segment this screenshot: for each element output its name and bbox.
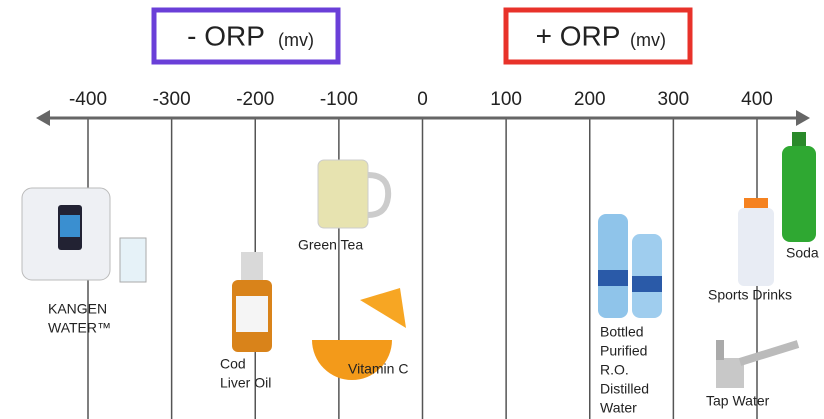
item-label: Water xyxy=(600,400,637,416)
tick-label: 100 xyxy=(490,89,522,110)
item-label: Distilled xyxy=(600,381,649,397)
cod-liver-oil-bottle xyxy=(232,252,272,352)
tick-label: -300 xyxy=(153,89,191,110)
kangen-machine xyxy=(22,188,146,282)
item-label: Green Tea xyxy=(298,237,363,253)
soda-bottle xyxy=(782,132,816,242)
green-tea-mug xyxy=(318,160,388,228)
tick-label: 300 xyxy=(658,89,690,110)
item-label: Soda xyxy=(786,245,819,261)
negative-title: - ORP xyxy=(187,20,265,51)
sports-drink-bottle xyxy=(738,198,774,286)
item-label: Bottled xyxy=(600,324,644,340)
item-label: Vitamin C xyxy=(348,361,408,377)
item-label: Sports Drinks xyxy=(708,287,792,303)
item-label: WATER™ xyxy=(48,320,111,336)
arrow-right xyxy=(796,110,810,126)
item-label: Cod xyxy=(220,356,246,372)
tick-label: -200 xyxy=(236,89,274,110)
positive-unit: (mv) xyxy=(630,30,666,50)
water-bottles xyxy=(598,214,662,318)
arrow-left xyxy=(36,110,50,126)
item-label: R.O. xyxy=(600,362,629,378)
tick-label: -100 xyxy=(320,89,358,110)
negative-unit: (mv) xyxy=(278,30,314,50)
item-label: KANGEN xyxy=(48,301,107,317)
orp-diagram: - ORP (mv) + ORP (mv) xyxy=(0,0,824,419)
item-label: Tap Water xyxy=(706,393,770,409)
tick-label: 200 xyxy=(574,89,606,110)
item-label: Liver Oil xyxy=(220,375,271,391)
tick-label: 400 xyxy=(741,89,773,110)
tick-label: -400 xyxy=(69,89,107,110)
item-label: Purified xyxy=(600,343,647,359)
tick-label: 0 xyxy=(417,89,428,110)
positive-title: + ORP xyxy=(536,20,621,51)
